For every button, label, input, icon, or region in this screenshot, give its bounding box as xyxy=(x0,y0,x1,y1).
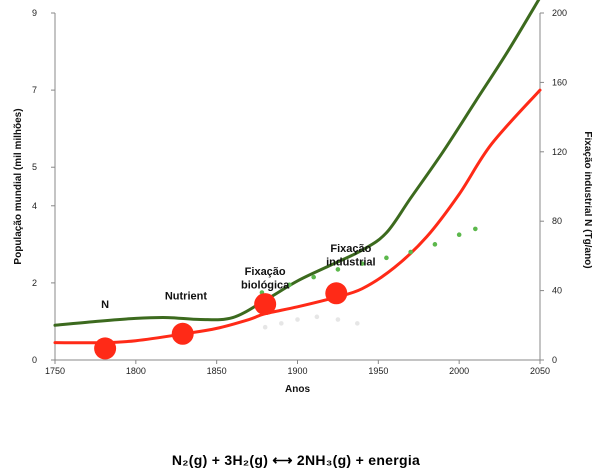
series-2-point xyxy=(408,249,413,255)
series-2-point xyxy=(473,226,478,232)
series-3-point xyxy=(355,321,360,326)
x-tick-label: 1850 xyxy=(207,366,227,376)
x-tick-label: 2050 xyxy=(530,366,550,376)
series-2-point xyxy=(456,232,462,237)
y-left-tick-label: 4 xyxy=(32,201,37,211)
series-2-point xyxy=(287,282,292,288)
series-0-line xyxy=(53,0,541,327)
series-2-point xyxy=(359,261,365,266)
y-left-tick-label: 5 xyxy=(32,162,37,172)
y-axis-left-title: População mundial (mil milhões) xyxy=(13,108,24,264)
marker-3 xyxy=(325,282,348,305)
series-2-point xyxy=(335,267,341,272)
series-3-point xyxy=(314,314,320,320)
series-1-line xyxy=(53,88,542,345)
annotation-5: industrial xyxy=(326,257,376,269)
marker-1 xyxy=(171,322,194,345)
x-axis-title: Anos xyxy=(285,384,310,395)
y-left-tick-label: 7 xyxy=(32,85,37,95)
annotation-0: N xyxy=(101,299,109,311)
marker-0 xyxy=(94,337,117,360)
equation: N₂(g) + 3H₂(g) ⟷ 2NH₃(g) + energia xyxy=(171,452,421,468)
annotation-1: Nutrient xyxy=(165,290,208,302)
series-3-point xyxy=(295,317,300,322)
marker-2 xyxy=(254,293,277,316)
series-2-point xyxy=(384,255,389,261)
chart: 1750 1800 1850 1900 1950 2000 2050024579040801… xyxy=(13,0,592,395)
annotation-2: Fixação xyxy=(245,266,286,278)
x-tick-label: 2000 xyxy=(449,366,469,376)
series-2-point xyxy=(311,274,316,280)
series-3-point xyxy=(262,324,268,330)
annotation-4: Fixação xyxy=(330,243,371,255)
y-right-tick-label: 160 xyxy=(552,77,567,87)
annotation-3: biológica xyxy=(241,280,290,292)
x-tick-label: 1750 xyxy=(45,366,65,376)
x-tick-label: 1800 xyxy=(126,366,146,376)
y-right-tick-label: 80 xyxy=(552,216,562,226)
x-tick-label: 1950 xyxy=(368,366,388,376)
y-right-tick-label: 200 xyxy=(552,8,567,18)
y-left-tick-label: 9 xyxy=(32,8,37,18)
y-left-tick-label: 2 xyxy=(32,278,37,288)
y-axis-right-title: Fixação industrial N (Tg/ano) xyxy=(582,131,592,268)
y-right-tick-label: 40 xyxy=(552,286,562,296)
x-tick-label: 1900 xyxy=(287,366,307,376)
series-3-point xyxy=(335,317,341,322)
y-right-tick-label: 120 xyxy=(552,147,567,157)
y-left-tick-label: 0 xyxy=(32,355,37,365)
series-3-point xyxy=(279,321,284,326)
y-right-tick-label: 0 xyxy=(552,355,557,365)
series-2-point xyxy=(432,242,438,247)
